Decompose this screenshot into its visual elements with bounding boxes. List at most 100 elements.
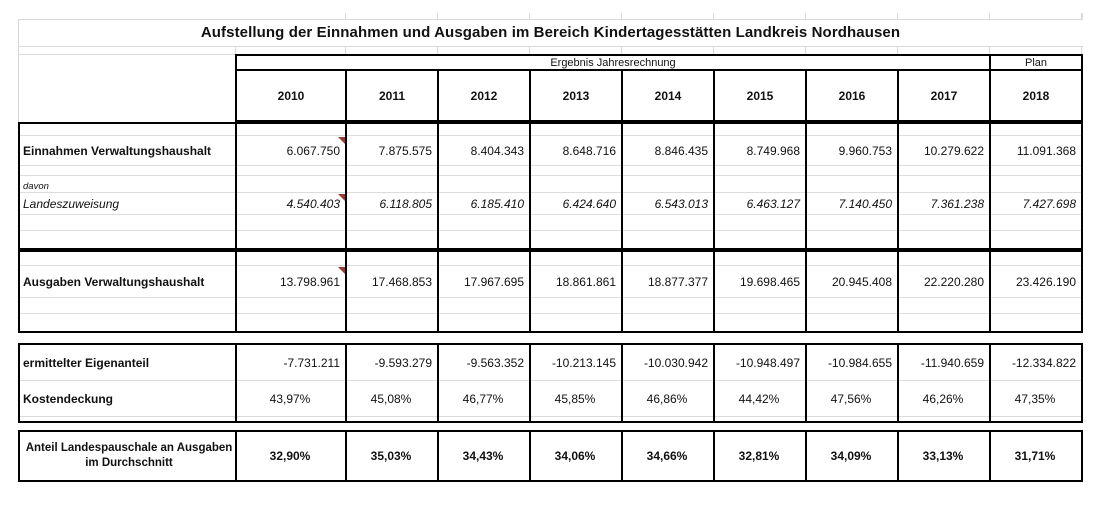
row-label-eigenanteil[interactable]: ermittelter Eigenanteil (23, 355, 150, 370)
table-row-eigenanteil: ermittelter Eigenanteil -7.731.211 -9.59… (20, 345, 1081, 381)
table-row-einnahmen: Einnahmen Verwaltungshaushalt 6.067.750 … (20, 136, 1081, 166)
cell-kostendeckung-2013[interactable]: 45,85% (554, 391, 596, 406)
column-border (805, 252, 807, 331)
column-border (805, 124, 807, 248)
cell-landeszuweisung-2012[interactable]: 6.185.410 (470, 196, 524, 211)
table-row-anteil: Anteil Landespauschale an Ausgaben im Du… (20, 432, 1081, 480)
cell-anteil-2016[interactable]: 34,09% (830, 449, 872, 463)
year-header-2015[interactable]: 2015 (713, 71, 805, 120)
cell-eigenanteil-2018[interactable]: -12.334.822 (1011, 355, 1076, 370)
gridline (1082, 13, 1083, 19)
cell-ausgaben-2013[interactable]: 18.861.861 (555, 274, 616, 289)
gridline (235, 46, 236, 54)
cell-einnahmen-2018[interactable]: 11.091.368 (1016, 143, 1076, 158)
cell-landeszuweisung-2011[interactable]: 6.118.805 (379, 196, 433, 211)
cell-anteil-2010[interactable]: 32,90% (269, 449, 311, 463)
comment-indicator (338, 137, 345, 144)
cell-anteil-2011[interactable]: 35,03% (370, 449, 412, 463)
cell-ausgaben-2017[interactable]: 22.220.280 (923, 274, 984, 289)
table-row-ausgaben: Ausgaben Verwaltungshaushalt 13.798.961 … (20, 266, 1081, 298)
cell-eigenanteil-2014[interactable]: -10.030.942 (643, 355, 708, 370)
cell-einnahmen-2011[interactable]: 7.875.575 (378, 143, 432, 158)
column-border (897, 252, 899, 331)
cell-landeszuweisung-2013[interactable]: 6.424.640 (562, 196, 616, 211)
year-header-2018[interactable]: 2018 (989, 71, 1081, 120)
cell-eigenanteil-2015[interactable]: -10.948.497 (735, 355, 800, 370)
group-header-ergebnis[interactable]: Ergebnis Jahresrechnung (237, 56, 989, 71)
year-header-2016[interactable]: 2016 (805, 71, 897, 120)
cell-kostendeckung-2012[interactable]: 46,77% (462, 391, 504, 406)
cell-anteil-2014[interactable]: 34,66% (646, 449, 688, 463)
cell-einnahmen-2016[interactable]: 9.960.753 (838, 143, 892, 158)
column-border (235, 345, 237, 421)
cell-eigenanteil-2010[interactable]: -7.731.211 (283, 355, 341, 370)
cell-landeszuweisung-2018[interactable]: 7.427.698 (1022, 196, 1076, 211)
empty-row (20, 215, 1081, 231)
row-label-anteil[interactable]: Anteil Landespauschale an Ausgaben im Du… (20, 432, 235, 480)
cell-einnahmen-2013[interactable]: 8.648.716 (562, 143, 616, 158)
cell-landeszuweisung-2015[interactable]: 6.463.127 (746, 196, 800, 211)
cell-landeszuweisung-2014[interactable]: 6.543.013 (654, 196, 708, 211)
cell-einnahmen-2014[interactable]: 8.846.435 (654, 143, 708, 158)
cell-anteil-2013[interactable]: 34,06% (554, 449, 596, 463)
row-label-kostendeckung[interactable]: Kostendeckung (23, 391, 114, 406)
cell-eigenanteil-2017[interactable]: -11.940.659 (920, 355, 984, 370)
section-einnahmen: Einnahmen Verwaltungshaushalt 6.067.750 … (18, 122, 1083, 250)
year-header-2017[interactable]: 2017 (897, 71, 989, 120)
cell-eigenanteil-2013[interactable]: -10.213.145 (551, 355, 616, 370)
column-border (621, 345, 623, 421)
cell-kostendeckung-2017[interactable]: 46,26% (922, 391, 964, 406)
cell-ausgaben-2012[interactable]: 17.967.695 (463, 274, 524, 289)
gridline (18, 19, 19, 122)
cell-kostendeckung-2015[interactable]: 44,42% (738, 391, 780, 406)
cell-ausgaben-2018[interactable]: 23.426.190 (1015, 274, 1076, 289)
cell-eigenanteil-2012[interactable]: -9.563.352 (466, 355, 524, 370)
cell-anteil-2017[interactable]: 33,13% (922, 449, 964, 463)
row-label-ausgaben[interactable]: Ausgaben Verwaltungshaushalt (23, 274, 205, 289)
cell-ausgaben-2010[interactable]: 13.798.961 (279, 274, 340, 289)
column-border (235, 252, 237, 331)
cell-kostendeckung-2014[interactable]: 46,86% (646, 391, 688, 406)
cell-einnahmen-2015[interactable]: 8.749.968 (746, 143, 800, 158)
table-row-kostendeckung: Kostendeckung 43,97% 45,08% 46,77% 45,85… (20, 381, 1081, 417)
year-header-2014[interactable]: 2014 (621, 71, 713, 120)
year-header-2010[interactable]: 2010 (277, 88, 305, 103)
row-label-landeszuweisung[interactable]: Landeszuweisung (23, 196, 120, 211)
cell-anteil-2018[interactable]: 31,71% (1014, 449, 1056, 463)
cell-ausgaben-2016[interactable]: 20.945.408 (831, 274, 892, 289)
cell-anteil-2015[interactable]: 32,81% (738, 449, 780, 463)
cell-einnahmen-2017[interactable]: 10.279.622 (923, 143, 984, 158)
row-label-anteil-line2: im Durchschnitt (85, 457, 173, 469)
column-border (989, 124, 991, 248)
cell-einnahmen-2012[interactable]: 8.404.343 (470, 143, 524, 158)
gridline-ticks (345, 13, 1083, 19)
row-label-einnahmen[interactable]: Einnahmen Verwaltungshaushalt (23, 143, 212, 158)
empty-row (20, 231, 1081, 248)
year-header-2011[interactable]: 2011 (345, 71, 437, 120)
cell-kostendeckung-2011[interactable]: 45,08% (370, 391, 412, 406)
group-header-plan[interactable]: Plan (989, 56, 1081, 71)
column-border (345, 432, 347, 480)
cell-einnahmen-2010[interactable]: 6.067.750 (286, 143, 340, 158)
cell-eigenanteil-2016[interactable]: -10.984.655 (827, 355, 892, 370)
year-header-2013[interactable]: 2013 (529, 71, 621, 120)
gridline-ticks (345, 46, 1083, 54)
cell-ausgaben-2015[interactable]: 19.698.465 (739, 274, 800, 289)
row-label-davon[interactable]: davon (23, 181, 49, 192)
year-header-2012[interactable]: 2012 (437, 71, 529, 120)
cell-kostendeckung-2010[interactable]: 43,97% (269, 391, 311, 406)
cell-ausgaben-2014[interactable]: 18.877.377 (647, 274, 708, 289)
column-border (897, 345, 899, 421)
cell-kostendeckung-2018[interactable]: 47,35% (1014, 391, 1056, 406)
column-border (437, 252, 439, 331)
cell-ausgaben-2011[interactable]: 17.468.853 (371, 274, 432, 289)
cell-kostendeckung-2016[interactable]: 47,56% (830, 391, 872, 406)
cell-eigenanteil-2011[interactable]: -9.593.279 (374, 355, 432, 370)
cell-anteil-2012[interactable]: 34,43% (462, 449, 504, 463)
column-border (529, 432, 531, 480)
column-border (437, 432, 439, 480)
cell-landeszuweisung-2016[interactable]: 7.140.450 (838, 196, 892, 211)
cell-landeszuweisung-2010[interactable]: 4.540.403 (286, 196, 340, 211)
sheet-title[interactable]: Aufstellung der Einnahmen und Ausgaben i… (200, 24, 901, 41)
cell-landeszuweisung-2017[interactable]: 7.361.238 (930, 196, 984, 211)
